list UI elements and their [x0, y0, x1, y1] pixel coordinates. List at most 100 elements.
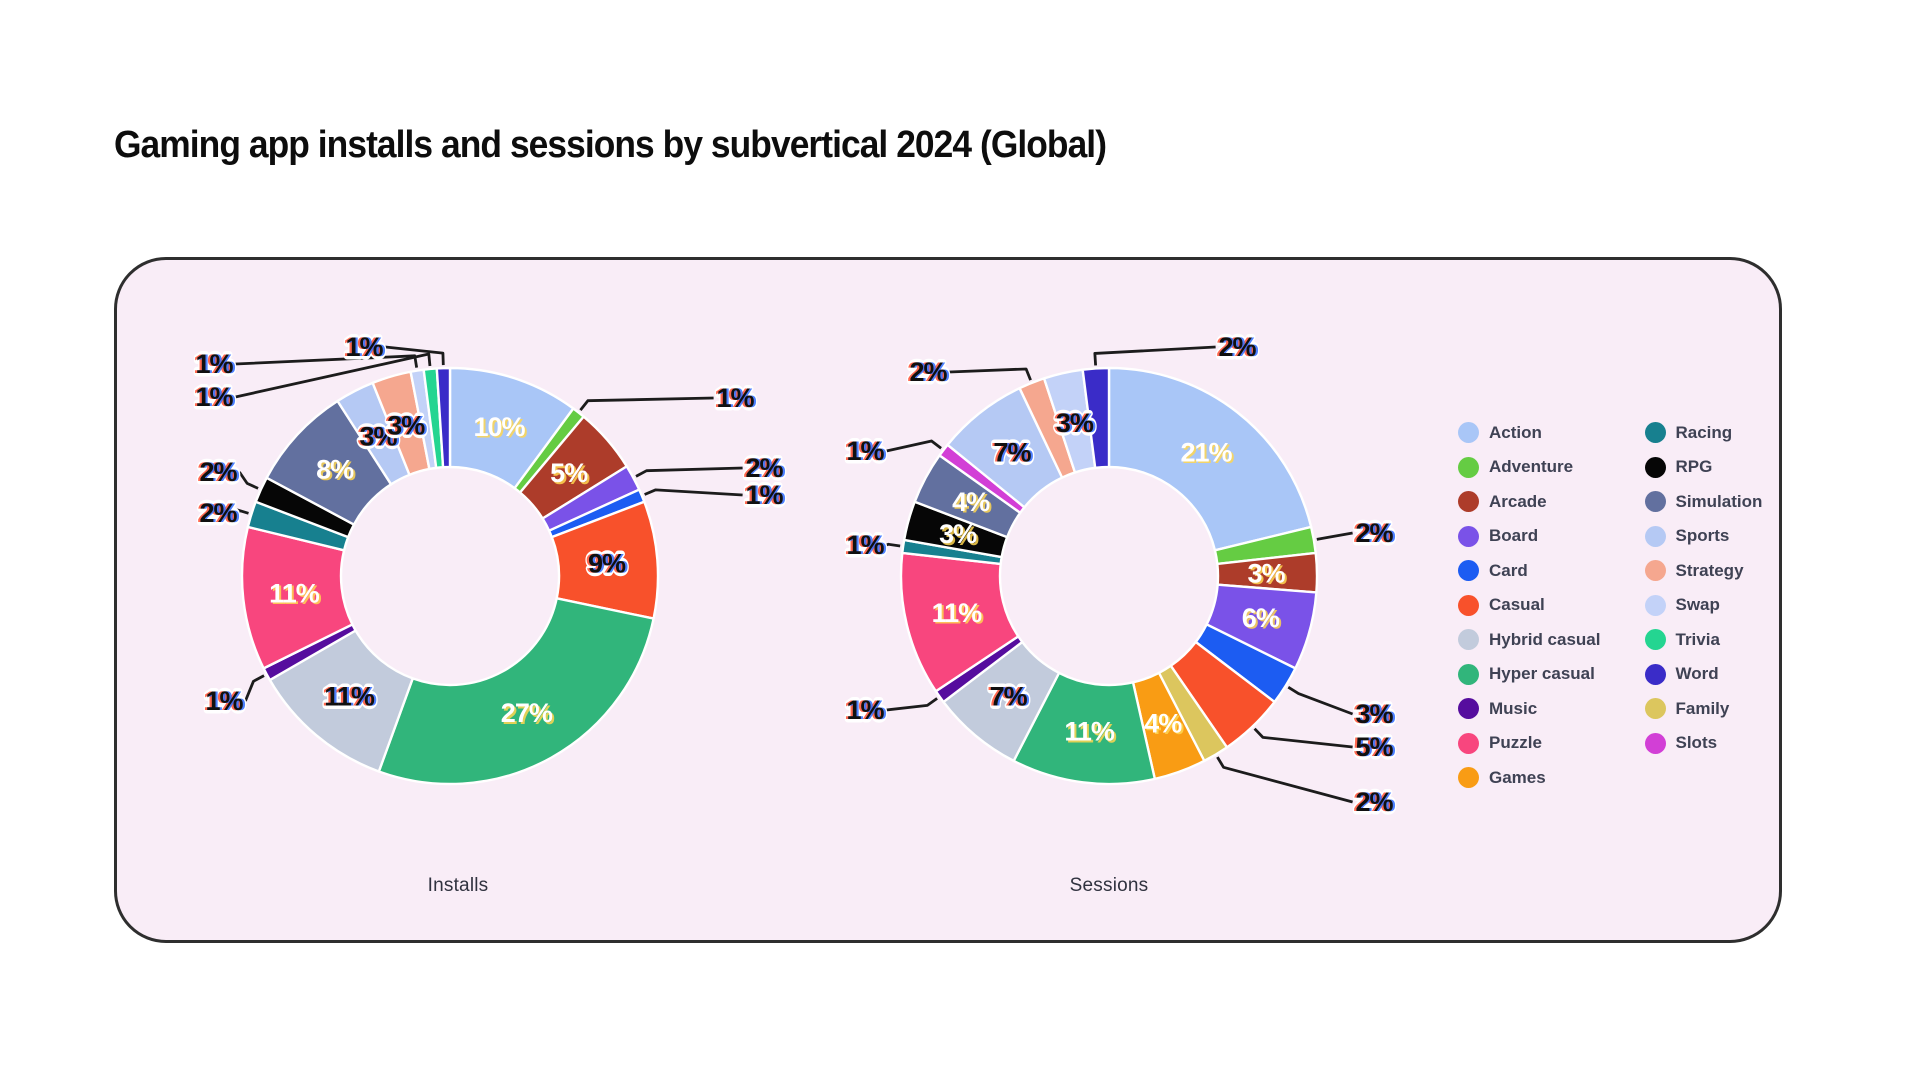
callout-value-label: 1% — [743, 480, 781, 510]
legend-label: Puzzle — [1489, 733, 1542, 752]
callout-value-label: 1% — [205, 686, 243, 716]
callout-value-label: 1% — [846, 436, 884, 466]
callout-value-label: 5% — [1358, 732, 1396, 762]
callout-line — [1287, 686, 1354, 716]
legend-label: Card — [1489, 560, 1528, 580]
slice-value-label: 11% — [934, 600, 985, 630]
legend-label: Swap — [1675, 595, 1720, 614]
slice-value-label: 7% — [991, 438, 1029, 468]
slice-value-label: 9% — [586, 549, 624, 579]
callout-value-label: 1% — [846, 530, 884, 560]
legend-label: RPG — [1675, 457, 1713, 476]
callout-value-label: 5% — [1353, 732, 1391, 762]
slice-value-label: 3% — [1247, 559, 1285, 589]
legend-dot-icon — [1458, 456, 1479, 478]
callout-value-label: 1% — [348, 332, 386, 362]
legend-column-2: Racing RPG Simulation Sports Strategy Swap Tri… — [1644, 422, 1763, 788]
legend-label: Trivia — [1675, 629, 1720, 649]
slice-value-label: 11% — [322, 681, 373, 711]
legend-item-strategy: Strategy — [1644, 560, 1763, 581]
slice-value-label: 3% — [939, 519, 977, 549]
callout-line — [244, 674, 265, 702]
slice-value-label: 21% — [1181, 438, 1233, 468]
slice-value-label: 3% — [1054, 408, 1092, 438]
legend-dot-icon — [1458, 560, 1479, 581]
slice-value-label: 11% — [324, 681, 375, 711]
legend-label: Adventure — [1489, 457, 1574, 476]
callout-value-label: 2% — [197, 457, 235, 487]
legend-item-word: Word — [1644, 663, 1763, 685]
callout-value-label: 2% — [199, 457, 237, 487]
callout-value-label: 1% — [345, 332, 383, 362]
legend-item-music: Music — [1458, 698, 1601, 719]
callout-value-label: 1% — [195, 382, 233, 412]
slice-value-label: 5% — [552, 460, 590, 490]
legend-label: Games — [1489, 767, 1546, 787]
callout-value-label: 3% — [1355, 699, 1393, 729]
slice-value-label: 21% — [1183, 439, 1235, 469]
legend-dot-icon — [1458, 629, 1479, 650]
callout-line — [635, 466, 743, 478]
slice-value-label: 11% — [932, 598, 983, 628]
slice-value-label: 8% — [318, 456, 356, 486]
legend-item-board: Board — [1458, 525, 1601, 547]
slice-value-label: 11% — [271, 580, 322, 610]
callout-value-label: 1% — [849, 530, 887, 560]
legend-label: Simulation — [1675, 491, 1763, 511]
callout-value-label: 1% — [849, 695, 887, 725]
slice-value-label: 3% — [385, 410, 423, 440]
slice-value-label: 10% — [473, 412, 525, 442]
callout-value-label: 3% — [1353, 699, 1391, 729]
callout-value-label: 1% — [198, 349, 236, 379]
callout-value-label: 1% — [195, 349, 233, 379]
slice-value-label: 6% — [1244, 604, 1282, 634]
legend: Action Adventure Arcade Board Card Casual Hybr… — [1458, 422, 1762, 788]
callout-value-label: 2% — [1355, 518, 1393, 548]
callout-value-label: 2% — [1355, 787, 1393, 817]
legend-label: Hybrid casual — [1489, 629, 1601, 649]
callout-line — [886, 439, 942, 453]
callout-value-label: 2% — [1218, 332, 1256, 362]
callout-value-label: 1% — [343, 332, 381, 362]
legend-label: Sports — [1675, 526, 1730, 545]
callout-value-label: 1% — [719, 383, 757, 413]
slice-value-label: 11% — [1064, 717, 1115, 747]
callout-value-label: 1% — [193, 349, 231, 379]
slice-value-label: 11% — [327, 681, 378, 711]
legend-dot-icon — [1644, 629, 1666, 650]
callout-value-label: 2% — [1221, 332, 1259, 362]
installs-donut — [240, 366, 660, 786]
slice-value-label: 3% — [387, 410, 425, 440]
slice-value-label: 3% — [1056, 408, 1094, 438]
legend-dot-icon — [1458, 698, 1479, 719]
callout-value-label: 2% — [1216, 332, 1254, 362]
slice-value-label: 11% — [269, 578, 320, 608]
callout-line — [886, 697, 938, 712]
legend-item-racing: Racing — [1644, 422, 1763, 443]
callout-line — [1253, 727, 1353, 749]
slice-value-label: 7% — [996, 438, 1034, 468]
callout-value-label: 1% — [198, 382, 236, 412]
slice-value-label: 3% — [1249, 560, 1287, 590]
slice-value-label: 11% — [324, 681, 375, 711]
slice-value-label: 3% — [389, 410, 427, 440]
callout-value-label: 2% — [1353, 518, 1391, 548]
slice-value-label: 3% — [1056, 408, 1094, 438]
legend-dot-icon — [1644, 491, 1666, 512]
slice-value-label: 9% — [590, 549, 628, 579]
legend-dot-icon — [1458, 594, 1479, 616]
legend-item-arcade: Arcade — [1458, 491, 1601, 512]
callout-value-label: 2% — [199, 498, 237, 528]
legend-label: Board — [1489, 526, 1539, 545]
slice-value-label: 7% — [990, 681, 1028, 711]
legend-item-rpg: RPG — [1644, 456, 1763, 478]
callout-value-label: 2% — [748, 453, 786, 483]
legend-item-action: Action — [1458, 422, 1601, 443]
callout-value-label: 2% — [1355, 518, 1393, 548]
callout-line — [644, 488, 743, 497]
slice-value-label: 7% — [992, 681, 1030, 711]
callout-value-label: 1% — [844, 436, 882, 466]
slice-value-label: 10% — [475, 413, 527, 443]
callout-value-label: 2% — [907, 357, 945, 387]
sessions-slice-word — [1081, 366, 1111, 470]
